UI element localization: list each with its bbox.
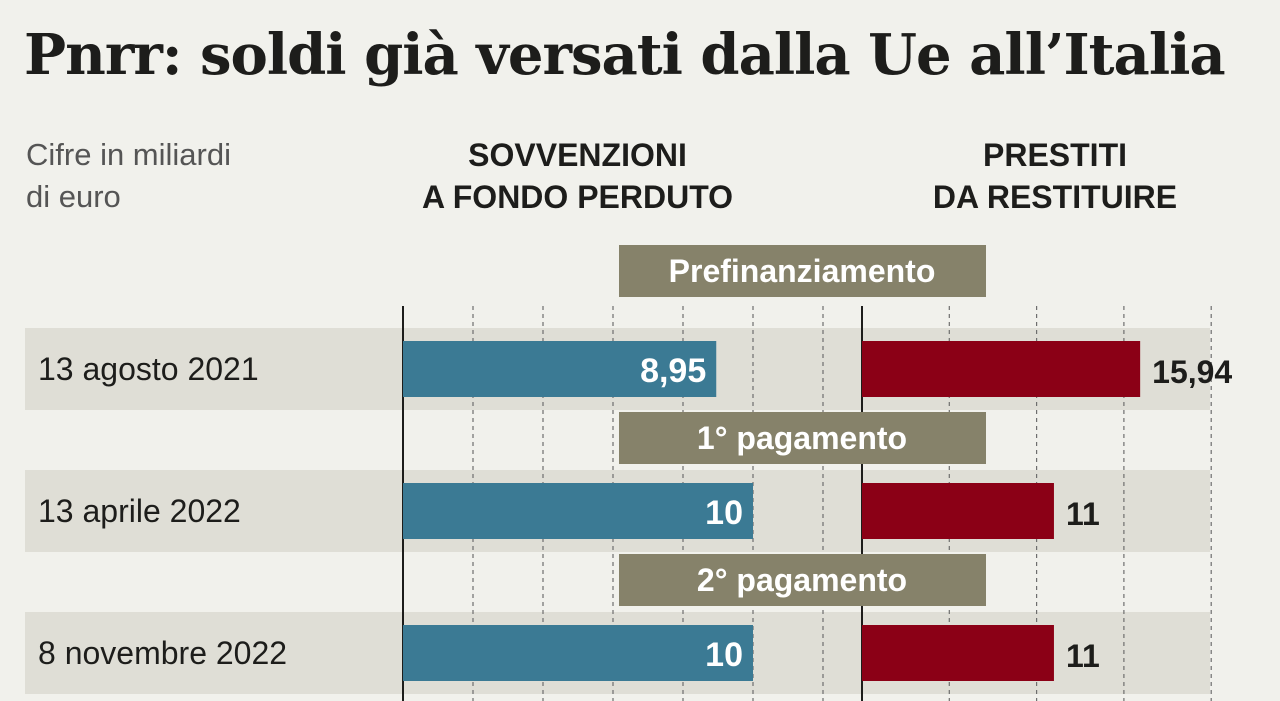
data-label-prestiti-2: 11 (1066, 638, 1100, 674)
column-header-sovvenzioni: SOVVENZIONI A FONDO PERDUTO (395, 134, 760, 218)
data-label-sovvenzioni-2: 10 (705, 636, 743, 674)
phase-label-box-1 (619, 412, 986, 464)
data-label-prestiti-1: 11 (1066, 496, 1100, 532)
data-label-sovvenzioni-0: 8,95 (640, 352, 706, 390)
phase-label-1: 1° pagamento (697, 420, 907, 456)
chart-subtitle: Cifre in miliardi di euro (26, 134, 231, 218)
subtitle-line-2: di euro (26, 179, 121, 214)
subtitle-line-1: Cifre in miliardi (26, 137, 231, 172)
phase-label-box-0 (619, 245, 986, 297)
category-label-2: 8 novembre 2022 (38, 635, 287, 671)
bar-prestiti-1 (862, 483, 1054, 539)
bar-sovvenzioni-0 (403, 341, 717, 397)
category-label-1: 13 aprile 2022 (38, 493, 241, 529)
bar-sovvenzioni-2 (403, 625, 753, 681)
column-header-prestiti-line-1: PRESTITI (982, 137, 1127, 173)
column-header-prestiti: PRESTITI DA RESTITUIRE (900, 134, 1210, 218)
phase-label-box-2 (619, 554, 986, 606)
chart-title: Pnrr: soldi già versati dalla Ue all’Ita… (24, 22, 1226, 88)
data-label-prestiti-0: 15,94 (1152, 354, 1232, 390)
category-label-0: 13 agosto 2021 (38, 351, 259, 387)
bar-prestiti-2 (862, 625, 1054, 681)
column-header-sovvenzioni-line-2: A FONDO PERDUTO (421, 179, 734, 215)
data-label-sovvenzioni-1: 10 (705, 494, 743, 532)
column-header-sovvenzioni-line-1: SOVVENZIONI (468, 137, 687, 173)
phase-label-0: Prefinanziamento (669, 253, 936, 289)
phase-label-2: 2° pagamento (697, 562, 907, 598)
bar-sovvenzioni-1 (403, 483, 753, 539)
bar-prestiti-0 (862, 341, 1141, 397)
column-header-prestiti-line-2: DA RESTITUIRE (932, 179, 1178, 215)
